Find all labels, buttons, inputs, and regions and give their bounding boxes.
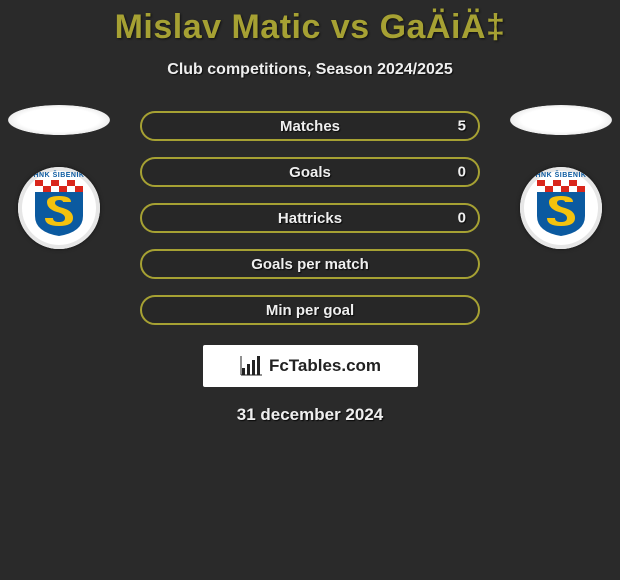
stat-row-goals: Goals 0 bbox=[140, 157, 480, 187]
page-title: Mislav Matic vs GaÄiÄ‡ bbox=[0, 8, 620, 47]
source-logo: FcTables.com bbox=[203, 345, 418, 387]
comparison-card: Mislav Matic vs GaÄiÄ‡ Club competitions… bbox=[0, 0, 620, 425]
stat-label: Hattricks bbox=[278, 210, 342, 227]
stat-label: Goals per match bbox=[251, 256, 369, 273]
stat-rows: Matches 5 Goals 0 Hattricks 0 Goals per … bbox=[140, 111, 480, 325]
bar-chart-icon bbox=[239, 354, 263, 378]
stat-row-min-per-goal: Min per goal bbox=[140, 295, 480, 325]
source-logo-text: FcTables.com bbox=[269, 356, 381, 376]
club-badge-left: HNK ŠIBENIK bbox=[18, 167, 100, 249]
club-badge-right: HNK ŠIBENIK bbox=[520, 167, 602, 249]
stat-label: Goals bbox=[289, 164, 331, 181]
page-subtitle: Club competitions, Season 2024/2025 bbox=[0, 61, 620, 79]
shield-icon bbox=[33, 178, 85, 238]
shield-icon bbox=[535, 178, 587, 238]
footer-date: 31 december 2024 bbox=[0, 405, 620, 425]
stat-label: Min per goal bbox=[266, 302, 354, 319]
stat-right-value: 0 bbox=[458, 210, 466, 227]
stat-label: Matches bbox=[280, 118, 340, 135]
player-silhouette-icon bbox=[8, 105, 110, 135]
player-left-column: HNK ŠIBENIK bbox=[4, 105, 114, 249]
stat-row-goals-per-match: Goals per match bbox=[140, 249, 480, 279]
stat-right-value: 5 bbox=[458, 118, 466, 135]
player-right-column: HNK ŠIBENIK bbox=[506, 105, 616, 249]
stat-right-value: 0 bbox=[458, 164, 466, 181]
stats-area: HNK ŠIBENIK bbox=[0, 111, 620, 425]
stat-row-matches: Matches 5 bbox=[140, 111, 480, 141]
player-silhouette-icon bbox=[510, 105, 612, 135]
stat-row-hattricks: Hattricks 0 bbox=[140, 203, 480, 233]
